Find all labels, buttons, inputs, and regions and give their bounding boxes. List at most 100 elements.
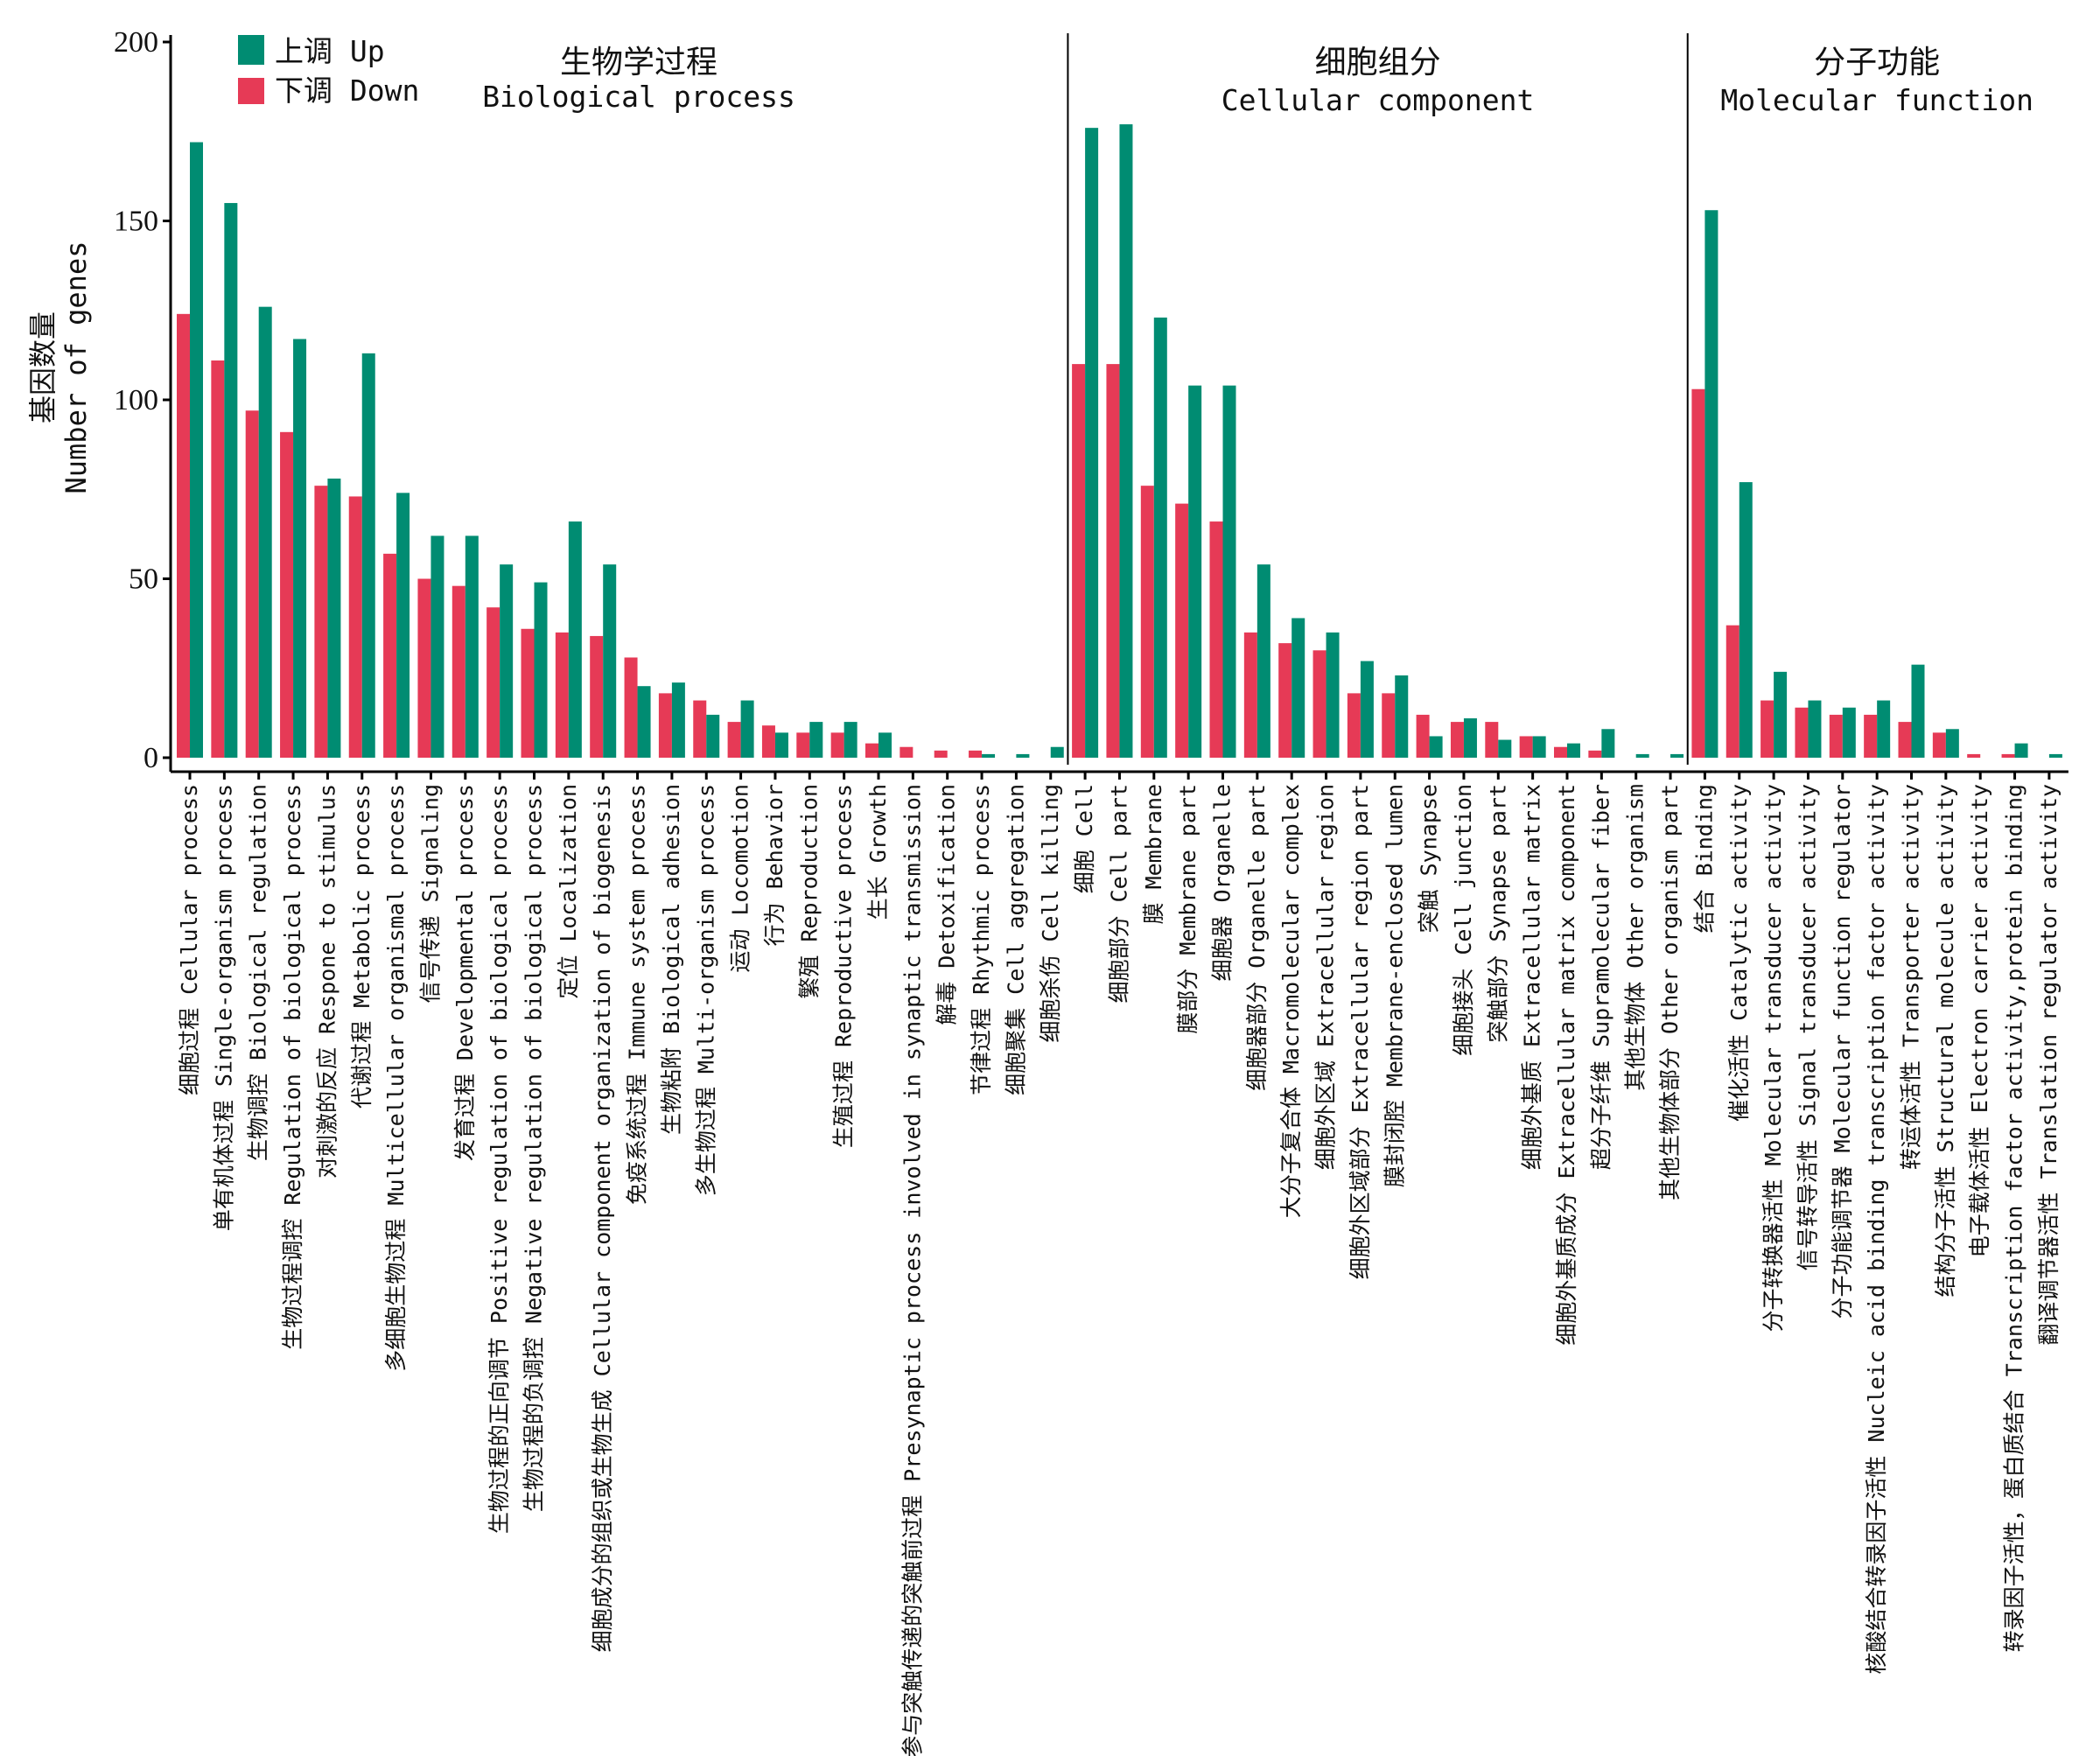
bar-down [865, 743, 878, 758]
bar-down [1416, 714, 1430, 758]
bar-down [934, 750, 948, 758]
bar-up [1670, 753, 1684, 758]
x-tick-label: 多生物过程 Multi-organism process [693, 784, 718, 1196]
bar-up [465, 535, 479, 758]
bar-down [211, 360, 225, 758]
bar-up [396, 493, 410, 758]
x-tick-label: 解毒 Detoxification [934, 784, 960, 1025]
bar-down [245, 410, 259, 758]
bar-up [1050, 746, 1064, 758]
bar-up [1188, 385, 1202, 758]
bar-up [1739, 482, 1753, 758]
x-tick-label: 细胞 Cell [1072, 784, 1097, 893]
bar-up [637, 686, 651, 758]
bar-up [2014, 743, 2028, 758]
category-labels: 细胞过程 Cellular process 单有机体过程 Single-organ… [177, 784, 2062, 1756]
bar-down [1243, 632, 1257, 758]
x-tick-label: 生殖过程 Reproductive process [831, 784, 857, 1148]
bar-down [727, 722, 741, 758]
panel-title-en: Molecular function [1720, 83, 2034, 117]
x-tick-label: 结构分子活性 Structural molecule activity [1933, 784, 1958, 1298]
bar-up [258, 306, 272, 758]
bar-down [177, 313, 190, 758]
x-tick-label: 细胞外基质成分 Extracellular matrix component [1554, 784, 1579, 1346]
x-tick-label: 行为 Behavior [762, 784, 788, 946]
y-axis: 0 50 100 150 200 [114, 26, 172, 774]
x-tick-label: 细胞部分 Cell part [1106, 784, 1131, 1004]
x-tick-label: 膜封闭腔 Membrane-enclosed lumen [1382, 784, 1407, 1187]
bar-up [706, 714, 720, 758]
bar-up [1256, 564, 1270, 758]
x-tick-label: 生物粘附 Biological adhesion [659, 784, 684, 1135]
y-tick-label: 200 [114, 26, 158, 59]
legend-swatch-down [238, 78, 264, 104]
bar-down [2001, 753, 2015, 758]
bar-up [568, 521, 582, 758]
x-tick-label: 生物过程的负调控 Negative regulation of biologic… [522, 784, 547, 1512]
x-tick-label: 细胞外基质 Extracellular matrix [1520, 784, 1545, 1170]
x-tick-label: 多细胞生物过程 Multicellular organismal process [383, 784, 409, 1372]
bar-up [534, 582, 548, 758]
y-tick-label: 0 [144, 742, 158, 774]
x-tick-label: 信号转导活性 Signal transducer activity [1795, 784, 1820, 1270]
x-tick-label: 生物过程的正向调节 Positive regulation of biologi… [486, 784, 512, 1534]
x-tick-label: 分子功能调节器 Molecular function regulator [1830, 784, 1855, 1319]
x-tick-label: 转运体活性 Transporter activity [1899, 784, 1924, 1170]
bar-down [521, 628, 535, 758]
x-tick-label: 对刺激的反应 Respone to stimulus [314, 784, 340, 1179]
bar-up [224, 203, 238, 759]
bar-up [1808, 700, 1822, 758]
bar-up [671, 682, 685, 758]
legend-label-down: 下调 Down [275, 73, 419, 108]
x-axis [171, 770, 2068, 780]
bar-down [1278, 643, 1292, 758]
bar-down [1072, 364, 1086, 758]
x-tick-label: 单有机体过程 Single-organism process [211, 784, 236, 1231]
panel-title-en: Cellular component [1222, 83, 1535, 117]
bar-up [1842, 707, 1856, 758]
x-tick-label: 细胞聚集 Cell aggregation [1003, 784, 1028, 1095]
legend-swatch-up [238, 35, 264, 65]
bar-up [327, 478, 341, 758]
bar-up [1119, 124, 1133, 758]
bar-up [293, 339, 307, 758]
x-tick-label: 催化活性 Catalytic activity [1726, 784, 1752, 1122]
bar-down [555, 632, 569, 758]
bar-up [1153, 317, 1167, 758]
x-tick-label: 细胞外区域 Extracellular region [1313, 784, 1339, 1170]
x-tick-label: 转录因子活性，蛋白质结合 Transcription factor activi… [2002, 784, 2027, 1652]
panel-title-en: Biological process [482, 80, 795, 114]
bar-up [1635, 753, 1649, 758]
bar-up [1774, 671, 1788, 758]
bar-down [1382, 693, 1396, 758]
bar-down [796, 732, 810, 758]
bar-down [1932, 732, 1946, 758]
bar-down [348, 496, 362, 758]
bar-down [1795, 707, 1809, 758]
bar-down [1760, 700, 1774, 758]
bar-down [417, 578, 431, 758]
legend: 上调 Up 下调 Down [238, 34, 419, 108]
bar-down [624, 657, 638, 758]
bar-down [1347, 693, 1361, 758]
bar-down [452, 585, 466, 758]
x-tick-label: 细胞外区域部分 Extracellular region part [1348, 784, 1373, 1279]
y-axis-title: 基因数量 Number of genes [26, 241, 93, 494]
x-tick-label: 膜 Membrane [1141, 784, 1166, 924]
bar-up [1429, 736, 1443, 758]
bars [177, 124, 2062, 759]
bar-down [1554, 746, 1567, 758]
bar-up [1016, 753, 1030, 758]
bar-down [1175, 503, 1189, 758]
bar-up [1360, 661, 1374, 758]
x-tick-label: 突触部分 Synapse part [1485, 784, 1510, 1043]
bar-down [1140, 486, 1154, 758]
x-tick-label: 信号传递 Signaling [417, 784, 443, 1004]
bar-up [1463, 718, 1477, 758]
bar-down [1312, 650, 1326, 758]
x-tick-label: 分子转换器活性 Molecular transducer activity [1760, 784, 1786, 1333]
x-tick-label: 细胞接头 Cell junction [1451, 784, 1476, 1056]
x-tick-label: 免疫系统过程 Immune system process [625, 784, 650, 1205]
y-tick-label: 100 [114, 384, 158, 416]
